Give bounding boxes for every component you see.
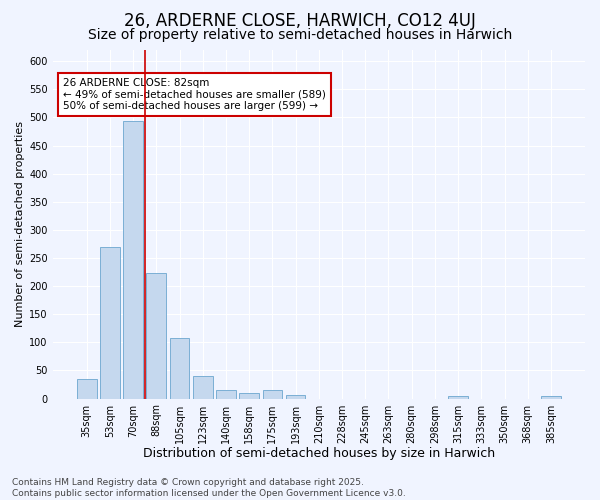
Bar xyxy=(263,390,282,398)
X-axis label: Distribution of semi-detached houses by size in Harwich: Distribution of semi-detached houses by … xyxy=(143,447,495,460)
Bar xyxy=(123,122,143,398)
Text: 26, ARDERNE CLOSE, HARWICH, CO12 4UJ: 26, ARDERNE CLOSE, HARWICH, CO12 4UJ xyxy=(124,12,476,30)
Bar xyxy=(448,396,468,398)
Text: 26 ARDERNE CLOSE: 82sqm
← 49% of semi-detached houses are smaller (589)
50% of s: 26 ARDERNE CLOSE: 82sqm ← 49% of semi-de… xyxy=(63,78,326,111)
Bar xyxy=(77,379,97,398)
Bar xyxy=(100,247,120,398)
Y-axis label: Number of semi-detached properties: Number of semi-detached properties xyxy=(15,122,25,328)
Text: Contains HM Land Registry data © Crown copyright and database right 2025.
Contai: Contains HM Land Registry data © Crown c… xyxy=(12,478,406,498)
Bar xyxy=(216,390,236,398)
Bar xyxy=(239,393,259,398)
Bar xyxy=(193,376,212,398)
Bar xyxy=(286,394,305,398)
Bar xyxy=(541,396,561,398)
Bar xyxy=(170,338,190,398)
Text: Size of property relative to semi-detached houses in Harwich: Size of property relative to semi-detach… xyxy=(88,28,512,42)
Bar xyxy=(146,273,166,398)
